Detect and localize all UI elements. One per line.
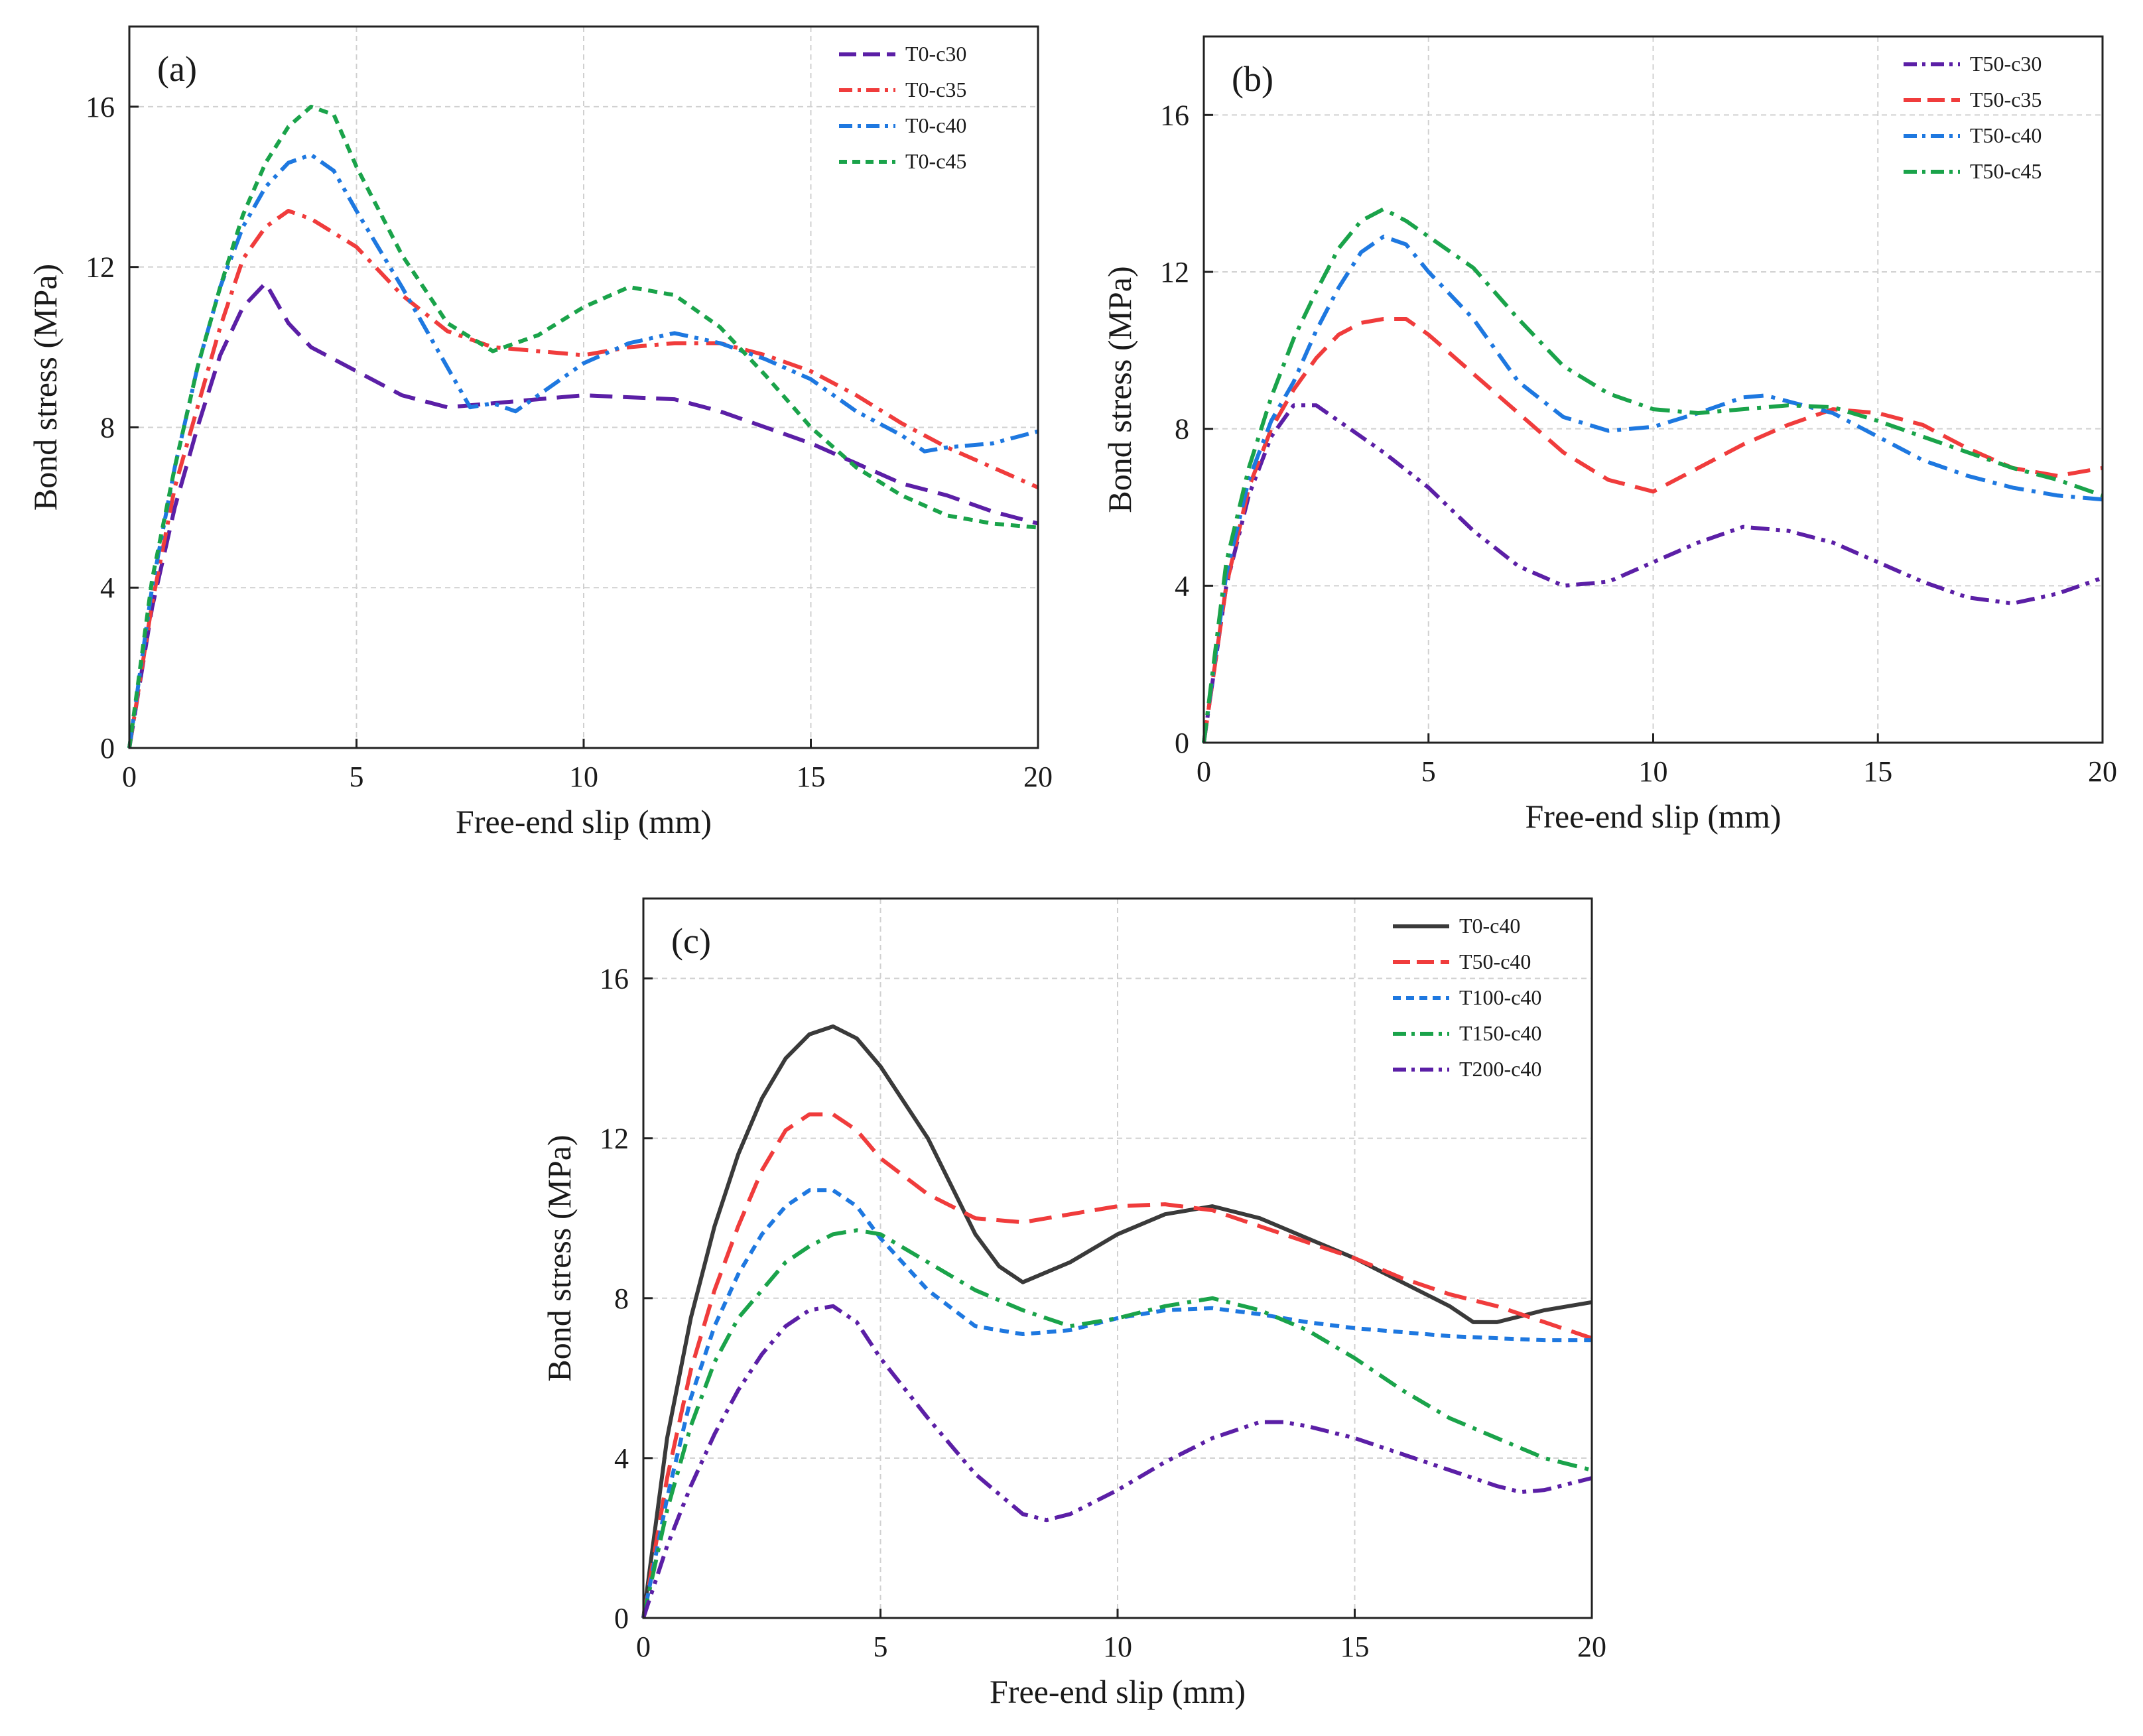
y-axis-label: Bond stress (MPa): [1101, 266, 1138, 513]
y-tick-label: 16: [1160, 99, 1189, 131]
panel-b: 0 5 10 15 20 0 4 8 12 16 Free-end slip (mm) Bond st…: [1101, 35, 2117, 835]
x-tick-label: 5: [1421, 755, 1436, 788]
series-line-T0-c40: [641, 1024, 1592, 1619]
panel-label: (a): [157, 49, 197, 89]
x-tick-label: 0: [122, 761, 137, 793]
series-line-T0-c45: [127, 104, 1039, 749]
x-axis-label: Free-end slip (mm): [1525, 798, 1781, 835]
x-tick-label: 5: [350, 761, 364, 793]
y-tick-label: 4: [614, 1442, 629, 1475]
legend-label: T0-c40: [905, 113, 966, 137]
x-tick-label: 0: [1197, 755, 1211, 788]
legend-label: T50-c35: [1970, 88, 2042, 111]
x-tick-label: 0: [636, 1631, 651, 1663]
legend-label: T50-c40: [1970, 123, 2042, 147]
series-line-T0-c35: [127, 209, 1039, 749]
x-tick-label: 15: [797, 761, 826, 793]
x-tick-label: 10: [569, 761, 598, 793]
legend-label: T0-c45: [905, 149, 966, 173]
series-line-T0-c30: [127, 280, 1039, 749]
y-tick-label: 0: [614, 1602, 629, 1635]
legend-label: T150-c40: [1459, 1021, 1541, 1045]
y-tick-label: 0: [100, 732, 115, 765]
y-tick-label: 16: [600, 963, 629, 995]
legend-label: T100-c40: [1459, 985, 1541, 1009]
x-tick-label: 5: [874, 1631, 888, 1663]
legend-label: T0-c35: [905, 78, 966, 101]
series-line-T200-c40: [641, 1304, 1592, 1619]
y-tick-label: 8: [100, 411, 115, 444]
y-tick-label: 16: [86, 91, 115, 123]
x-tick-label: 10: [1639, 755, 1668, 788]
x-axis-label: Free-end slip (mm): [990, 1673, 1246, 1710]
y-axis-label: Bond stress (MPa): [27, 264, 64, 511]
y-tick-label: 8: [1175, 413, 1189, 446]
y-tick-label: 8: [614, 1282, 629, 1315]
x-tick-label: 20: [1023, 761, 1053, 793]
x-axis-label: Free-end slip (mm): [456, 803, 712, 840]
y-tick-label: 4: [1175, 570, 1189, 602]
panel-c: 0 5 10 15 20 0 4 8 12 16 Free-end slip (mm) Bond st…: [541, 897, 1606, 1710]
plot-frame: [642, 897, 1593, 1619]
series-line-T50-c45: [1202, 207, 2103, 743]
panel-label: (b): [1232, 59, 1273, 99]
x-tick-label: 10: [1103, 1631, 1132, 1663]
y-tick-label: 0: [1175, 727, 1189, 759]
y-tick-label: 4: [100, 572, 115, 604]
series-line-T50-c40: [641, 1112, 1592, 1619]
panel-label: (c): [671, 921, 711, 961]
legend-label: T50-c40: [1459, 950, 1531, 973]
series-line-T50-c40: [1202, 234, 2103, 743]
y-axis-label: Bond stress (MPa): [541, 1135, 578, 1381]
series-line-T0-c40: [127, 153, 1039, 749]
legend-label: T50-c30: [1970, 52, 2042, 76]
y-tick-label: 12: [1160, 256, 1189, 288]
x-tick-label: 20: [2088, 755, 2117, 788]
legend-label: T0-c40: [1459, 914, 1520, 938]
y-tick-label: 12: [86, 251, 115, 284]
legend-label: T200-c40: [1459, 1057, 1541, 1081]
x-tick-label: 15: [1863, 755, 1892, 788]
panel-a: 0 5 10 15 20 0 4 8 12 16 Free-end slip (mm) Bond st…: [27, 25, 1053, 840]
x-tick-label: 20: [1577, 1631, 1606, 1663]
series-line-T150-c40: [641, 1228, 1592, 1619]
y-tick-label: 12: [600, 1123, 629, 1155]
series-line-T100-c40: [641, 1188, 1592, 1619]
series-line-T50-c35: [1202, 317, 2103, 743]
legend-label: T50-c45: [1970, 159, 2042, 183]
series-line-T50-c30: [1202, 403, 2103, 743]
x-tick-label: 15: [1340, 1631, 1370, 1663]
legend-label: T0-c30: [905, 42, 966, 66]
